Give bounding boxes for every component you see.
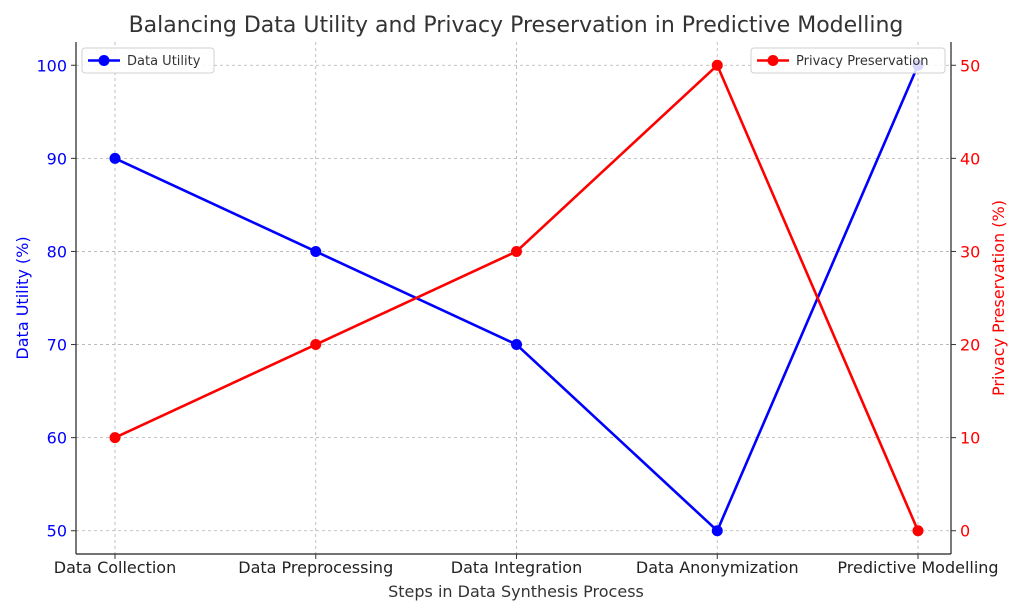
- right-tick-label: 20: [960, 336, 980, 355]
- x-tick-label: Data Preprocessing: [238, 558, 393, 577]
- privacy-preservation-point: [109, 432, 121, 444]
- privacy-preservation-legend-box: [750, 47, 946, 74]
- data-utility-point: [711, 525, 723, 537]
- data-utility-point: [310, 245, 322, 257]
- privacy-preservation-legend-label: Privacy Preservation: [796, 54, 929, 69]
- axes: [75, 42, 952, 555]
- right-tick-label: 50: [960, 56, 980, 75]
- data-utility-legend-box: [81, 47, 215, 74]
- right-tick-label: 0: [960, 522, 970, 541]
- left-tick-label: 70: [47, 336, 67, 355]
- ticks: Data Collection Data Preprocessing Data In…: [36, 56, 998, 577]
- left-tick-label: 90: [47, 149, 67, 168]
- series-layer: [109, 59, 924, 537]
- legends: Data Utility Privacy Preservation: [81, 47, 946, 74]
- left-tick-label: 100: [36, 56, 67, 75]
- data-utility-point: [511, 339, 522, 351]
- left-tick-label: 80: [47, 242, 67, 261]
- privacy-preservation-point: [310, 339, 322, 351]
- data-utility-legend-marker: [98, 55, 110, 66]
- x-tick-label: Data Anonymization: [636, 558, 799, 577]
- left-axis-label: Data Utility (%): [13, 236, 32, 359]
- x-tick-label: Predictive Modelling: [837, 558, 998, 577]
- right-tick-label: 40: [960, 149, 980, 168]
- chart-title: Balancing Data Utility and Privacy Prese…: [129, 13, 904, 38]
- data-utility-legend-label: Data Utility: [127, 54, 201, 69]
- privacy-preservation-point: [711, 59, 723, 71]
- right-tick-label: 30: [960, 242, 980, 261]
- data-utility-line: [114, 64, 920, 533]
- left-tick-label: 60: [47, 429, 67, 448]
- grid: [76, 42, 951, 554]
- privacy-preservation-legend-marker: [767, 55, 779, 66]
- right-tick-label: 10: [960, 429, 980, 448]
- data-utility-point: [109, 152, 121, 164]
- x-tick-label: Data Integration: [451, 558, 582, 577]
- left-tick-label: 50: [47, 522, 67, 541]
- privacy-preservation-point: [511, 245, 522, 257]
- privacy-preservation-point: [912, 525, 924, 537]
- privacy-preservation-line: [114, 63, 920, 532]
- right-axis-label: Privacy Preservation (%): [989, 200, 1008, 396]
- x-tick-label: Data Collection: [54, 558, 176, 577]
- x-axis-label: Steps in Data Synthesis Process: [388, 582, 644, 601]
